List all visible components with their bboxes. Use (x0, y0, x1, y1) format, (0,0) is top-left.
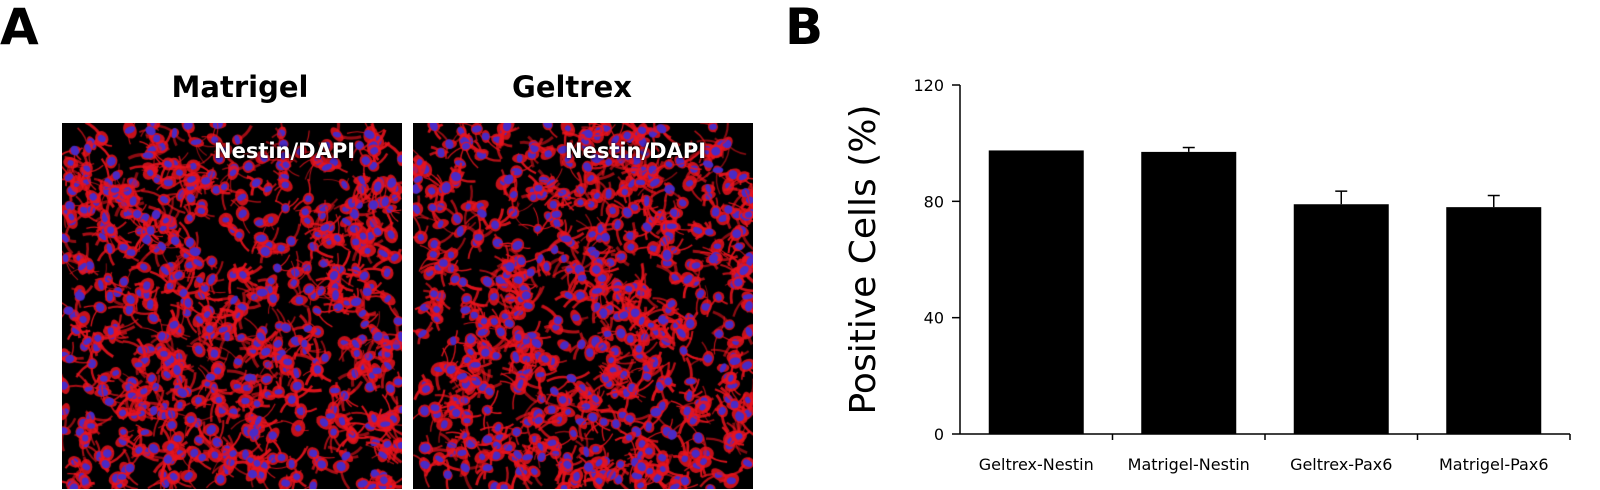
y-tick-label: 120 (913, 76, 944, 95)
geltrex-title: Geltrex (512, 70, 632, 104)
y-tick-label: 0 (934, 425, 944, 444)
panel-b-letter: B (785, 0, 824, 56)
bar (1293, 204, 1389, 434)
y-axis-label: Positive Cells (%) (843, 104, 884, 414)
matrigel-title: Matrigel (171, 70, 309, 104)
bar (1446, 207, 1542, 434)
x-tick-label: Matrigel-Pax6 (1439, 455, 1549, 474)
geltrex-stain-label: Nestin/DAPI (565, 139, 707, 163)
matrigel-micrograph: Nestin/DAPI (62, 123, 402, 489)
positive-cells-bar-chart: 0 40 80 120 Geltrex-Nestin Matrigel-Nestin Gel… (843, 76, 1571, 474)
geltrex-micrograph: Nestin/DAPI (413, 123, 753, 489)
panel-a-letter: A (0, 0, 39, 56)
bar (1141, 151, 1237, 434)
y-tick-label: 40 (924, 309, 944, 328)
bar (988, 150, 1084, 434)
x-tick-label: Geltrex-Nestin (979, 455, 1094, 474)
matrigel-stain-label: Nestin/DAPI (214, 139, 356, 163)
y-tick-label: 80 (924, 192, 944, 211)
x-tick-label: Matrigel-Nestin (1128, 455, 1250, 474)
x-tick-label: Geltrex-Pax6 (1290, 455, 1392, 474)
